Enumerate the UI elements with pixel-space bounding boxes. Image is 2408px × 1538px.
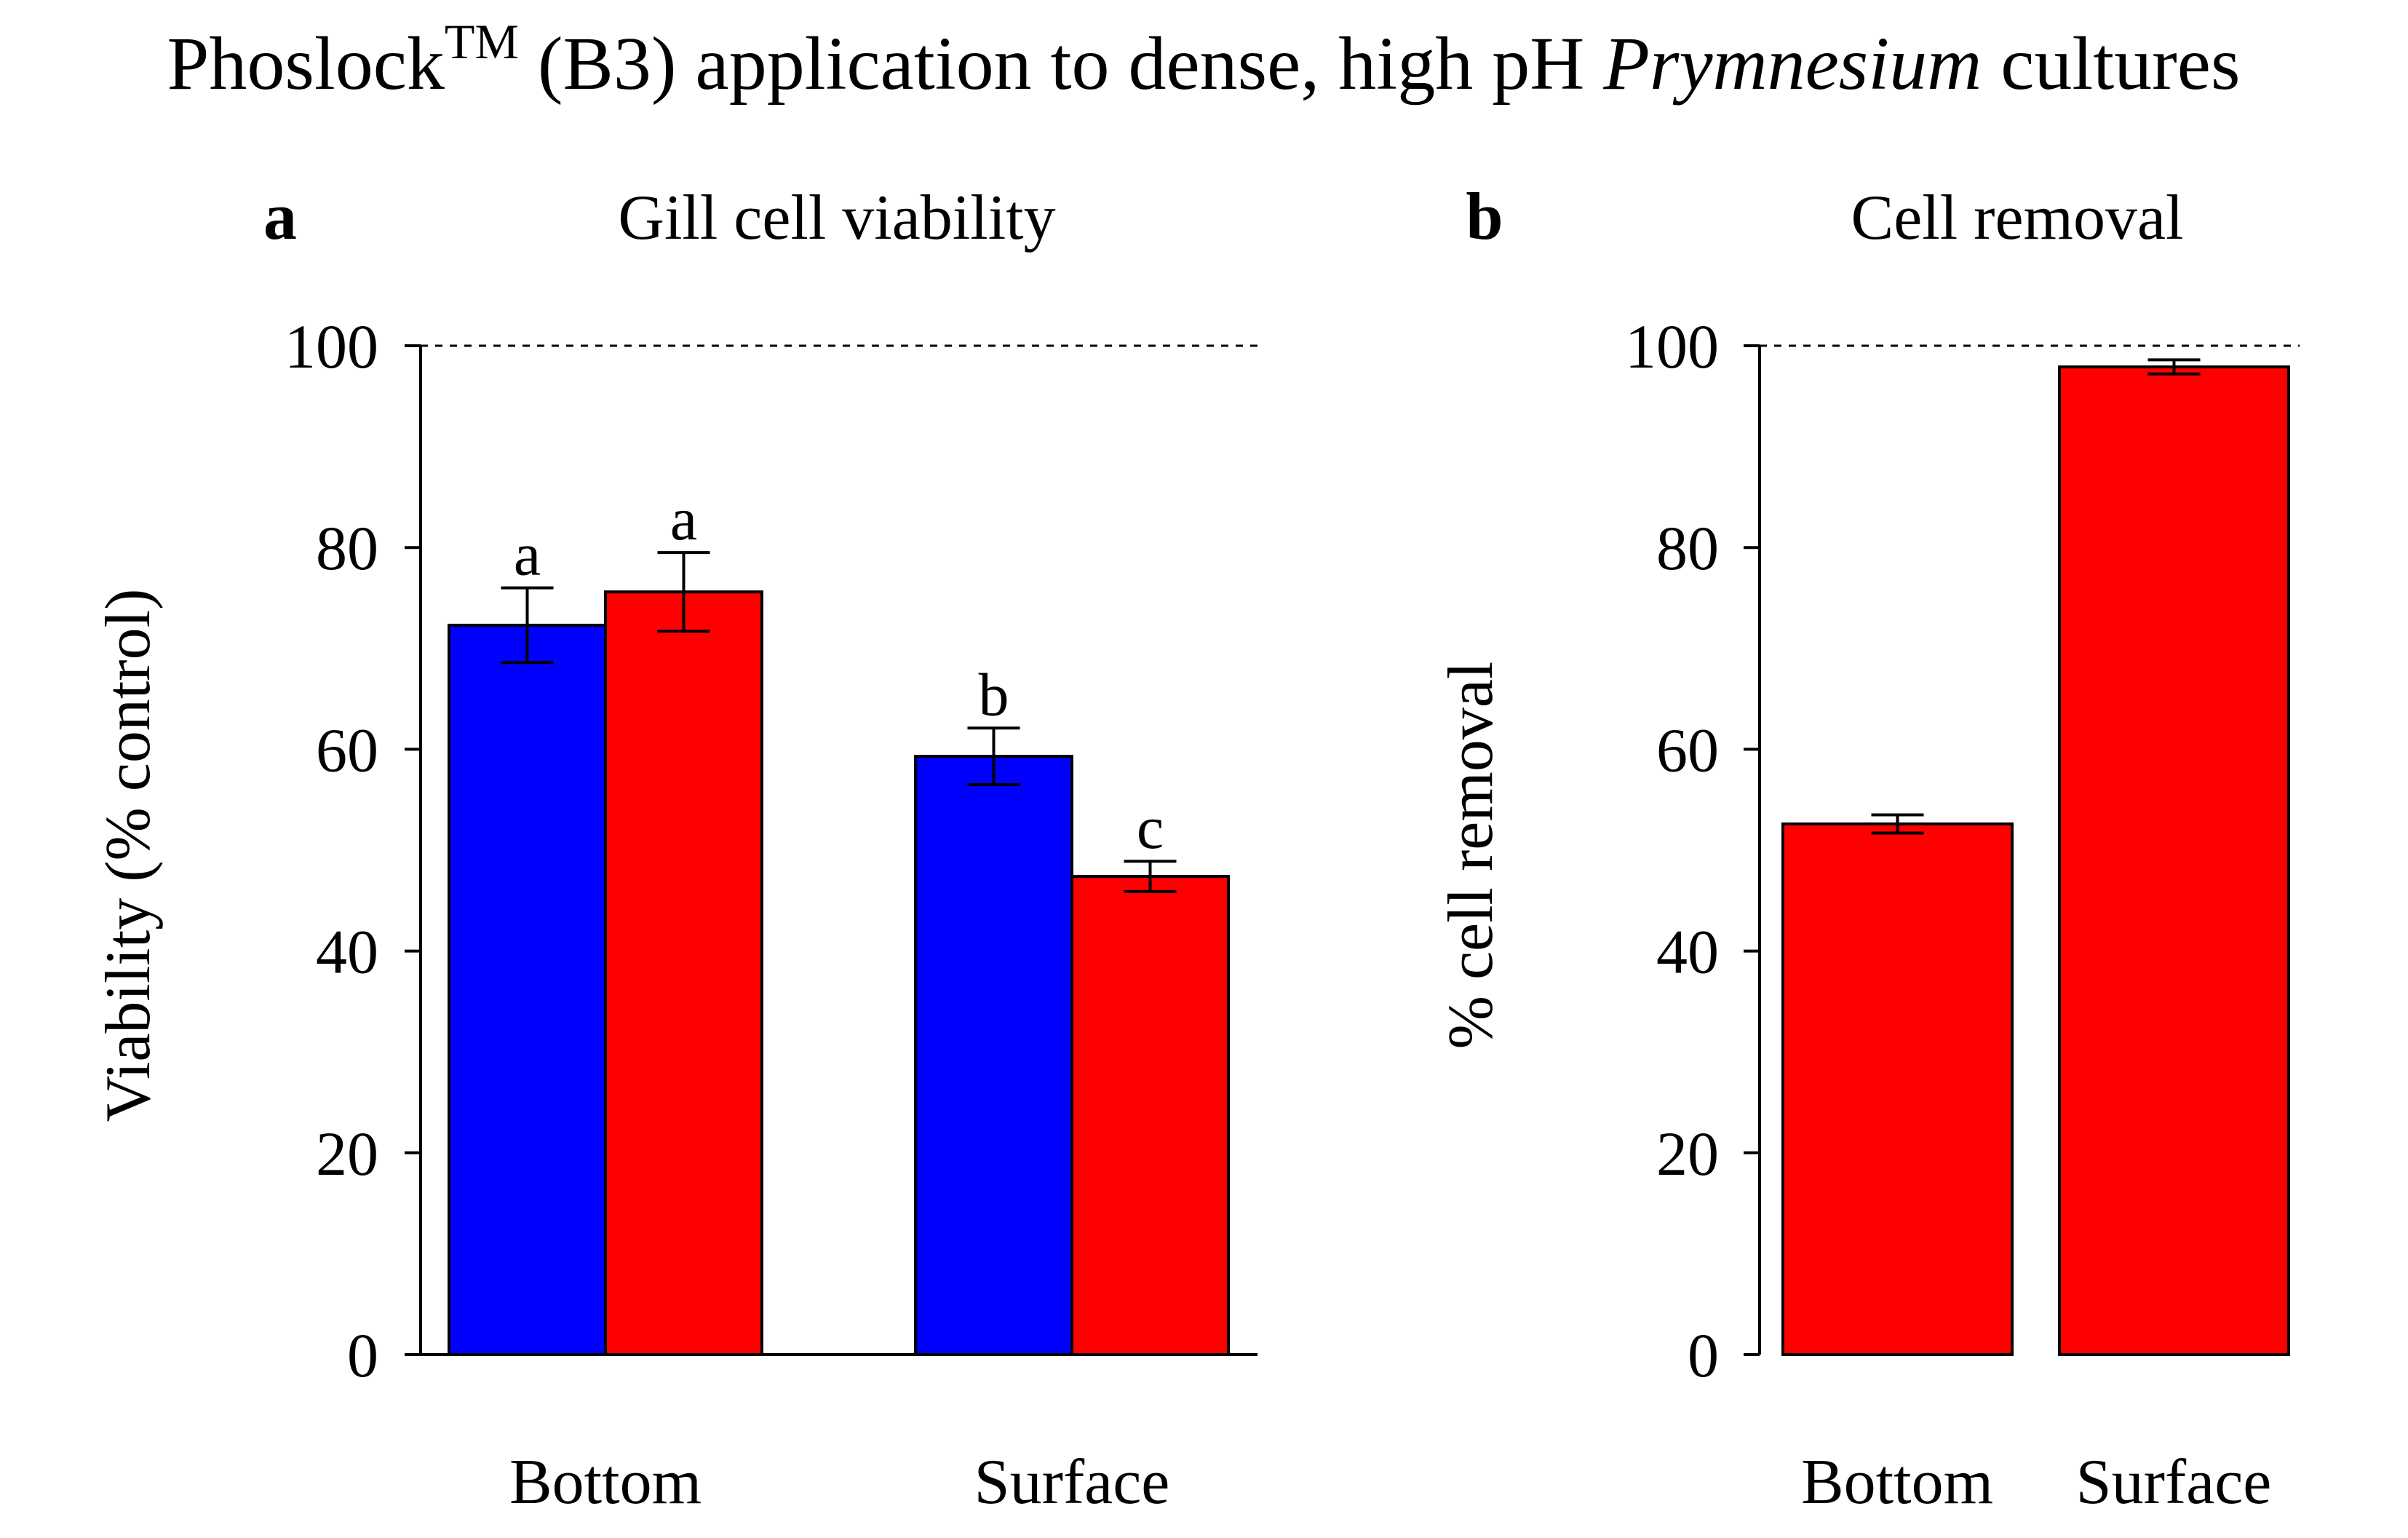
panel-a-y-axis-label: Viability (% control) [93, 589, 164, 1122]
panel-a-significance-letter: a [514, 521, 541, 589]
panel-b-chart: b Cell removal % cell removal 0 20 40 60 80 1… [1436, 179, 2300, 1518]
panel-a-label: a [263, 179, 297, 253]
panel-a-tick-label: 0 [347, 1320, 378, 1390]
panel-a-category-labels: Bottom Surface [509, 1447, 1169, 1518]
figure-title-superscript: TM [445, 14, 519, 69]
panel-a-title: Gill cell viability [618, 183, 1055, 253]
panel-b-label: b [1466, 179, 1503, 253]
panel-b-bar [2058, 365, 2290, 1357]
panel-a-significance-letter: b [979, 661, 1009, 729]
panel-b-tick-label: 100 [1625, 312, 1719, 381]
panel-b-title: Cell removal [1851, 183, 2184, 253]
panel-b-tick-label: 80 [1656, 513, 1719, 583]
panel-a-significance-letter: a [670, 485, 697, 553]
panel-a-tick-label: 100 [285, 312, 378, 381]
panel-a-bars: a a b c [448, 485, 1230, 1357]
panel-b-y-ticks: 0 20 40 60 80 100 [1625, 312, 1760, 1390]
panel-b-tick-label: 0 [1688, 1320, 1719, 1390]
panel-a-tick-label: 60 [316, 715, 378, 785]
panel-b-tick-label: 40 [1656, 917, 1719, 987]
panel-b-category-label: Bottom [1801, 1447, 1993, 1518]
panel-a-y-ticks: 0 20 40 60 80 100 [285, 312, 421, 1390]
panel-b-bars [1781, 358, 2290, 1357]
figure-title: PhoslockTM (B3) application to dense, hi… [167, 14, 2241, 106]
panel-a-bar [604, 590, 763, 1357]
panel-a-tick-label: 80 [316, 513, 378, 583]
panel-b-category-labels: Bottom Surface [1801, 1447, 2271, 1518]
panel-b-tick-label: 20 [1656, 1119, 1719, 1189]
panel-b-tick-label: 60 [1656, 715, 1719, 785]
figure-title-suffix: cultures [1982, 22, 2240, 106]
panel-a-bar [914, 755, 1073, 1357]
panel-a-significance-letter: c [1137, 794, 1164, 862]
panel-a-tick-label: 40 [316, 917, 378, 987]
panel-b-bar [1781, 822, 2014, 1356]
panel-a-bar [1070, 875, 1230, 1356]
panel-a-category-label: Surface [974, 1447, 1170, 1518]
panel-a-bar [448, 623, 607, 1356]
figure-title-prefix: Phoslock [167, 22, 445, 106]
panel-b-y-axis-label: % cell removal [1436, 662, 1506, 1050]
panel-a-category-label: Bottom [509, 1447, 702, 1518]
panel-b-category-label: Surface [2076, 1447, 2272, 1518]
figure-title-middle: (B3) application to dense, high pH [519, 22, 1603, 106]
panel-a-chart: a Gill cell viability Viability (% contr… [93, 179, 1257, 1518]
figure-title-italic: Prymnesium [1602, 22, 1982, 106]
panel-a-tick-label: 20 [316, 1119, 378, 1189]
